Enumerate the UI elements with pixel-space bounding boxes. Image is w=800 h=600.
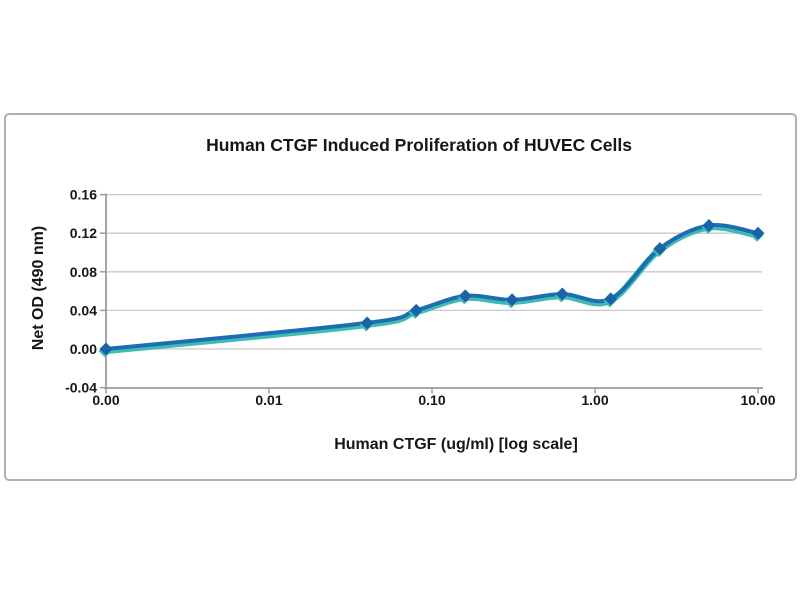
series-marker	[653, 242, 667, 256]
data-series	[98, 218, 765, 358]
series-marker	[604, 292, 618, 306]
chart-frame	[4, 113, 797, 481]
x-tick-label: 1.00	[581, 392, 608, 408]
tick-labels: 0.160.120.080.040.00-0.040.00 0.01 0.10 1.0…	[65, 187, 776, 408]
series-marker	[99, 342, 113, 356]
x-tick-label: 0.01	[255, 392, 282, 408]
x-tick-label: 0.00	[92, 392, 119, 408]
series-marker	[751, 226, 765, 240]
x-axis-title: Human CTGF (ug/ml) [log scale]	[334, 436, 578, 453]
y-axis-title: Net OD (490 nm)	[30, 226, 47, 350]
y-tick-label: 0.16	[70, 187, 97, 203]
series-marker	[409, 303, 423, 317]
chart-title: Human CTGF Induced Proliferation of HUVE…	[206, 135, 632, 155]
series-marker	[702, 218, 716, 232]
series-marker	[555, 287, 569, 301]
y-tick-label: 0.04	[70, 302, 97, 318]
x-tick-label: 10.00	[740, 392, 775, 408]
gridlines	[106, 193, 762, 350]
series-marker	[360, 316, 374, 330]
y-tick-label: -0.04	[65, 380, 97, 396]
y-tick-label: 0.08	[70, 264, 97, 280]
y-tick-label: 0.00	[70, 341, 97, 357]
y-tick-label: 0.12	[70, 225, 97, 241]
series-marker	[458, 289, 472, 303]
series-marker	[505, 293, 519, 307]
x-tick-label: 0.10	[418, 392, 445, 408]
